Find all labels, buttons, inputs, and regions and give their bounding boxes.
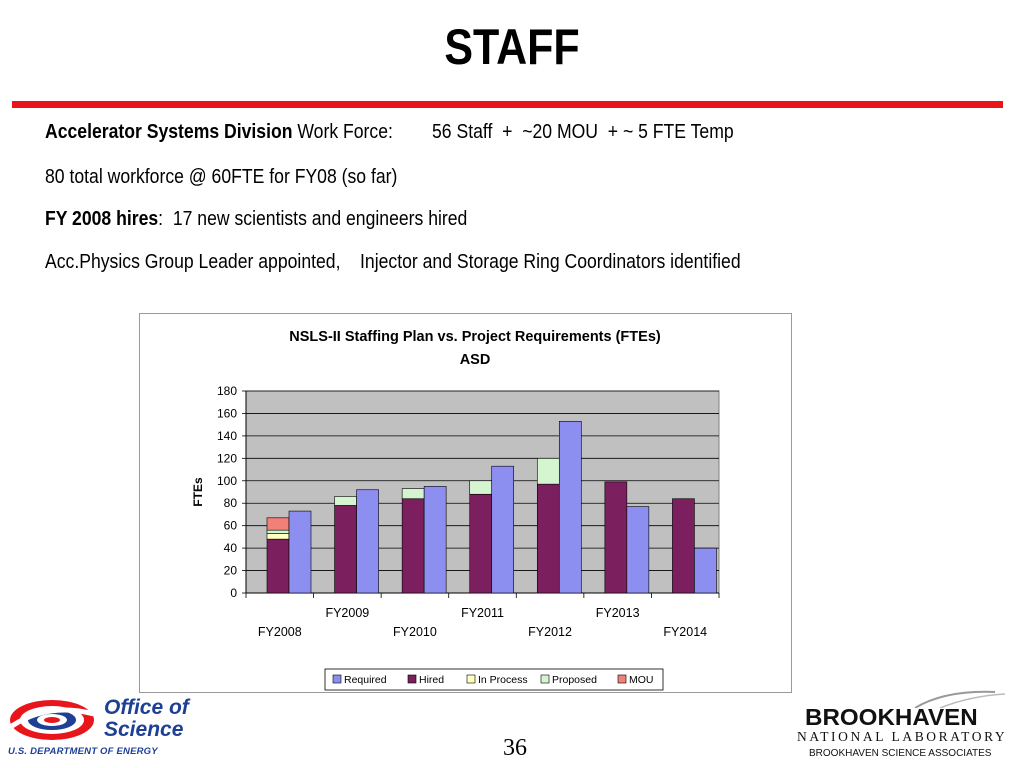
bar-required	[491, 465, 515, 594]
bar-hired	[334, 505, 357, 594]
bar-required	[558, 421, 582, 594]
brookhaven-wordmark: BROOKHAVEN	[805, 704, 978, 730]
workforce-line: Accelerator Systems Division Work Force:…	[45, 121, 734, 144]
x-tick-label: FY2013	[596, 606, 640, 620]
legend-swatch	[332, 674, 342, 684]
national-laboratory-text: NATIONAL LABORATORY	[797, 729, 1008, 744]
y-tick-label: 0	[230, 586, 237, 600]
legend-swatch	[466, 674, 476, 684]
chart-svg: NSLS-II Staffing Plan vs. Project Requir…	[191, 329, 720, 691]
science-associates-text: BROOKHAVEN SCIENCE ASSOCIATES	[809, 748, 992, 759]
y-tick-label: 40	[224, 541, 238, 555]
bar-hired	[536, 483, 560, 594]
y-tick-label: 80	[224, 496, 238, 510]
bar-proposed	[469, 480, 493, 495]
x-tick-label: FY2009	[325, 606, 369, 620]
hires-text: : 17 new scientists and engineers hired	[158, 208, 468, 230]
bar-hired	[266, 538, 290, 594]
staffing-chart: NSLS-II Staffing Plan vs. Project Requir…	[139, 313, 792, 693]
legend-swatch	[540, 674, 550, 684]
bar-required	[423, 486, 447, 594]
y-tick-label: 140	[217, 429, 237, 443]
y-tick-label: 60	[224, 519, 238, 533]
slide-title: STAFF	[444, 19, 580, 75]
y-tick-label: 180	[217, 384, 237, 398]
legend-label: Hired	[419, 674, 444, 686]
doe-department-text: U.S. DEPARTMENT OF ENERGY	[8, 746, 158, 757]
y-tick-label: 160	[217, 406, 237, 420]
bar-hired	[604, 481, 628, 594]
doe-office-text: Office of	[104, 696, 189, 719]
bar-required	[694, 547, 717, 594]
title-divider	[12, 101, 1003, 108]
bar-proposed	[536, 458, 560, 485]
legend-box	[324, 668, 664, 691]
chart-subtitle: ASD	[460, 352, 491, 368]
bar-required	[288, 510, 312, 594]
bar-proposed	[334, 496, 357, 506]
bar-mou	[266, 517, 290, 531]
y-tick-label: 20	[224, 564, 238, 578]
bar-required	[356, 489, 379, 594]
legend-swatch	[407, 674, 417, 684]
legend-label: Proposed	[552, 674, 597, 686]
appointments-line: Acc.Physics Group Leader appointed, Inje…	[45, 251, 741, 273]
x-tick-label: FY2014	[663, 625, 707, 639]
bar-required	[626, 506, 650, 594]
division-label: Accelerator Systems Division	[45, 121, 293, 143]
hires-label: FY 2008 hires	[45, 208, 159, 230]
doe-science-text: Science	[104, 718, 184, 741]
page-number: 36	[503, 735, 527, 761]
y-tick-label: 100	[217, 474, 237, 488]
brookhaven-arc-icon	[914, 690, 1006, 708]
y-axis-label: FTEs	[191, 477, 205, 507]
x-tick-label: FY2010	[393, 625, 437, 639]
legend-label: MOU	[629, 674, 654, 686]
total-workforce-line: 80 total workforce @ 60FTE for FY08 (so …	[45, 166, 398, 188]
bar-hired	[469, 493, 493, 594]
chart-title: NSLS-II Staffing Plan vs. Project Requir…	[289, 329, 661, 345]
legend-label: In Process	[478, 674, 528, 686]
bar-hired	[672, 498, 695, 594]
x-tick-label: FY2012	[528, 625, 572, 639]
bar-hired	[401, 498, 425, 594]
x-tick-label: FY2011	[461, 606, 504, 620]
workforce-text: Work Force: 56 Staff + ~20 MOU + ~ 5 FTE…	[292, 121, 734, 143]
y-tick-label: 120	[217, 451, 237, 465]
legend-label: Required	[344, 674, 387, 686]
legend-swatch	[617, 674, 627, 684]
doe-office-of-science-logo: Office of Science U.S. DEPARTMENT OF ENE…	[8, 696, 213, 760]
brookhaven-logo: BROOKHAVEN NATIONAL LABORATORY BROOKHAVE…	[795, 688, 1017, 766]
bar-proposed	[266, 529, 290, 534]
bar-in-process	[266, 533, 290, 540]
hires-line: FY 2008 hires: 17 new scientists and eng…	[45, 208, 467, 231]
bar-proposed	[401, 488, 425, 500]
doe-swirl-icon	[10, 700, 95, 740]
x-tick-label: FY2008	[258, 625, 302, 639]
